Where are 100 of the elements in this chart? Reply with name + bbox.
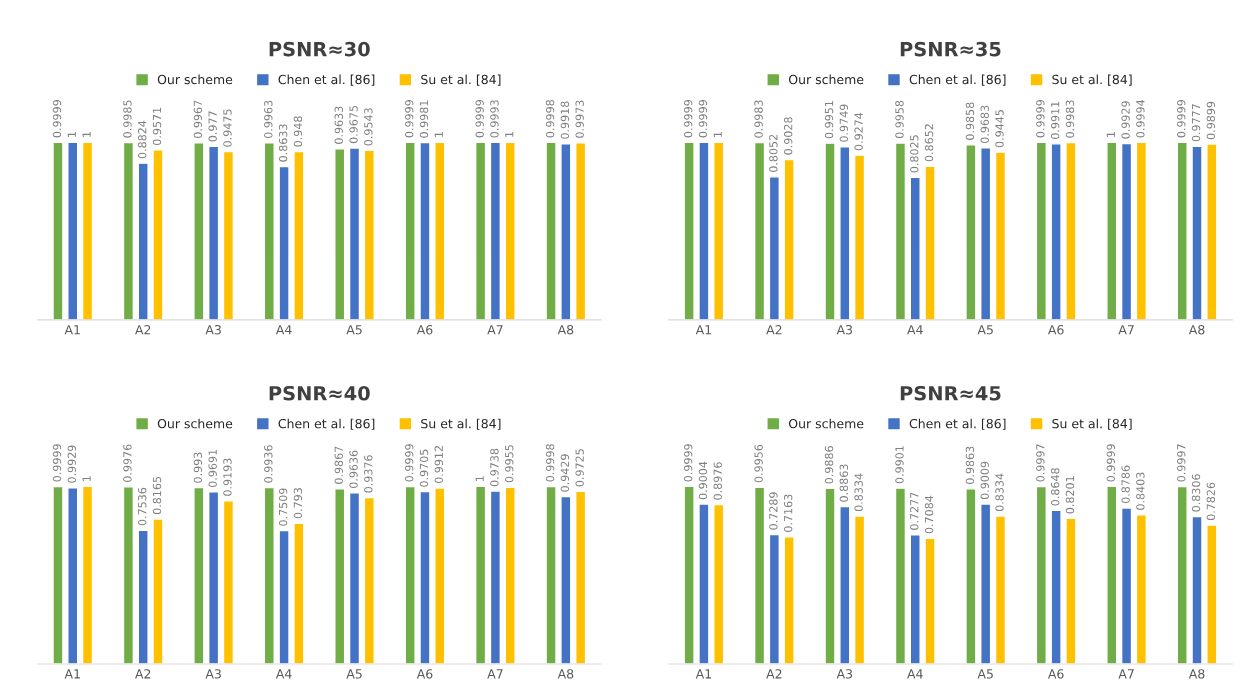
bar	[853, 515, 866, 665]
bar	[1206, 524, 1218, 665]
x-tick-label: A4	[275, 669, 292, 679]
chart-title: PSNR≈40	[269, 385, 370, 401]
data-label: 0.9705	[419, 449, 429, 487]
x-tick-label: A1	[695, 325, 712, 335]
bar	[909, 176, 921, 320]
bar	[824, 487, 836, 665]
bar	[348, 147, 361, 320]
bar	[783, 536, 795, 665]
data-label: 1	[82, 476, 91, 482]
data-label: 0.9475	[223, 109, 232, 147]
bar	[753, 141, 766, 320]
data-label: 0.9193	[223, 458, 232, 496]
data-label: 0.9999	[404, 444, 414, 482]
legend-label: Our scheme	[788, 418, 864, 429]
data-label: 1	[475, 476, 484, 482]
legend-label: Chen et al. [86]	[909, 74, 1006, 86]
data-label: 1	[82, 132, 91, 137]
x-tick-label: A8	[1188, 669, 1205, 679]
x-tick-label: A5	[346, 325, 362, 335]
bar	[1135, 514, 1147, 665]
bar	[1106, 141, 1118, 320]
bar	[768, 533, 780, 665]
data-label: 0.7536	[138, 487, 147, 526]
data-label: 0.9009	[980, 461, 989, 500]
data-label: 0.9999	[683, 100, 693, 138]
bar	[1035, 485, 1047, 665]
bar	[768, 176, 780, 320]
data-label: 0.9912	[434, 446, 443, 484]
data-label: 0.977	[208, 111, 217, 142]
bar	[278, 529, 290, 665]
bar	[894, 142, 907, 320]
bar	[924, 165, 936, 320]
bar	[1120, 507, 1133, 665]
data-label: 0.9983	[754, 100, 763, 138]
data-label: 0.8201	[1065, 476, 1075, 514]
bar	[122, 486, 135, 665]
data-label: 0.9445	[995, 110, 1004, 148]
data-label: 0.9956	[754, 444, 763, 483]
data-label: 0.9633	[334, 106, 343, 144]
bar	[575, 142, 587, 320]
data-label: 0.8863	[839, 464, 849, 502]
bar	[404, 141, 416, 320]
bar	[560, 143, 572, 320]
bar	[263, 142, 275, 320]
data-label: 0.9675	[349, 105, 358, 144]
x-tick-label: A4	[275, 325, 292, 335]
data-label: 0.9993	[490, 100, 499, 138]
data-label: 0.9936	[264, 445, 273, 483]
legend-label: Chen et al. [86]	[278, 418, 375, 430]
data-label: 1	[434, 132, 443, 137]
data-label: 0.8334	[995, 473, 1004, 512]
x-tick-label: A3	[836, 669, 853, 679]
x-tick-label: A8	[1188, 324, 1205, 335]
data-label: 0.9985	[123, 100, 132, 138]
legend-label: Su et al. [84]	[421, 74, 501, 86]
data-label: 0.9981	[419, 100, 429, 138]
bar	[698, 141, 710, 320]
bar	[208, 491, 220, 665]
data-label: 0.8334	[854, 473, 863, 512]
bar	[894, 487, 907, 665]
bar	[853, 154, 866, 320]
bar	[924, 537, 936, 665]
data-label: 0.9994	[1136, 99, 1145, 138]
bar	[489, 490, 502, 665]
bar	[193, 142, 205, 320]
bar	[504, 141, 516, 320]
x-tick-label: A8	[557, 324, 574, 335]
data-label: 0.948	[293, 116, 303, 147]
x-tick-label: A7	[1118, 325, 1134, 335]
bar	[1135, 141, 1147, 320]
x-tick-label: A3	[205, 669, 221, 679]
bar	[363, 149, 375, 320]
data-label: 0.8976	[713, 462, 722, 500]
data-label: 1	[505, 132, 514, 137]
data-label: 0.7826	[1206, 482, 1216, 521]
bar	[474, 485, 487, 665]
bar	[713, 141, 725, 320]
bar	[67, 486, 79, 665]
data-label: 0.9636	[349, 450, 358, 488]
data-label: 0.7509	[278, 488, 288, 526]
bar	[334, 148, 346, 320]
data-label: 0.9028	[783, 117, 793, 155]
bar	[404, 485, 416, 665]
bar	[348, 492, 361, 665]
bar	[560, 495, 572, 665]
legend-label: Chen et al. [86]	[278, 74, 375, 86]
chart-title: PSNR≈45	[900, 385, 1001, 401]
bar	[263, 486, 275, 665]
data-label: 0.9999	[1106, 444, 1115, 482]
bar	[434, 141, 446, 320]
data-label: 1	[713, 132, 722, 137]
bar	[52, 141, 64, 320]
data-label: 0.7289	[769, 492, 778, 530]
data-label: 0.9543	[364, 108, 373, 146]
bar	[683, 141, 695, 320]
bar	[137, 529, 149, 665]
data-label: 0.9951	[824, 101, 834, 139]
data-label: 0.793	[293, 488, 303, 519]
